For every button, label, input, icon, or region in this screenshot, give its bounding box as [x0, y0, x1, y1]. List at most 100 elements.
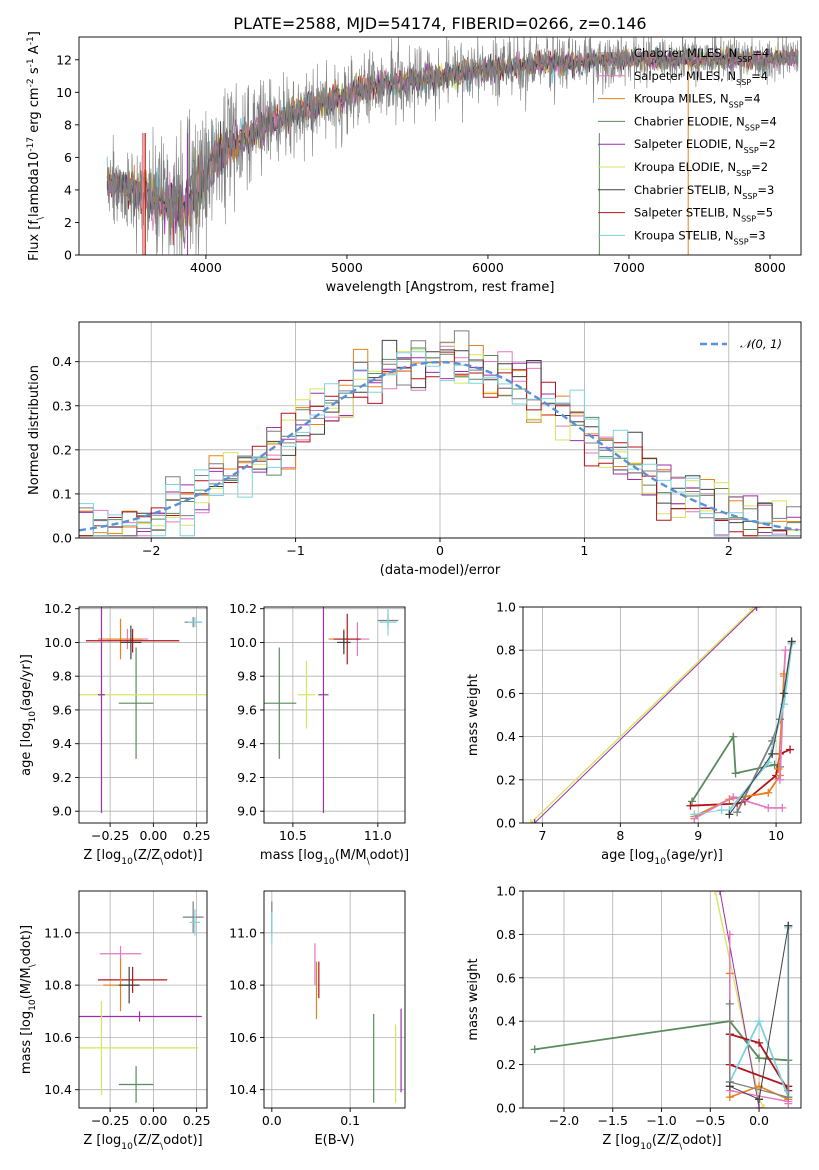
- y-tick-label: 0.0: [496, 1101, 516, 1116]
- y-tick-label: 9.8: [237, 669, 257, 684]
- weight-line: [693, 774, 781, 818]
- y-tick-label: 0.4: [496, 1014, 516, 1029]
- y-tick-label: 0.2: [496, 1057, 516, 1072]
- weight-line: [736, 641, 793, 813]
- weight-marker: [711, 891, 720, 895]
- weight-marker: [731, 769, 740, 778]
- y-tick-label: 10.6: [44, 1030, 72, 1045]
- x-tick-label: 0.0: [262, 1113, 282, 1128]
- weight-marker: [755, 1104, 764, 1108]
- x-axis-label: Z [log10(Z/Z\odot)]: [83, 848, 202, 867]
- y-tick-label: 1.0: [496, 600, 516, 615]
- residual-histogram-8: [79, 351, 801, 537]
- y-tick-label: 10: [56, 85, 72, 100]
- weight-marker: [764, 803, 773, 812]
- axes-frame: [522, 606, 802, 824]
- plot-area: [264, 607, 399, 813]
- y-tick-label: 0.6: [496, 686, 516, 701]
- legend-entry: Kroupa ELODIE, NSSP=2: [634, 160, 768, 178]
- x-axis-label: (data-model)/error: [380, 563, 501, 578]
- weight-marker: [775, 775, 784, 784]
- plot-area: [79, 901, 204, 1103]
- axes-frame: [78, 36, 802, 256]
- x-tick-label: −2.0: [549, 1113, 579, 1128]
- x-tick-label: 10.5: [279, 828, 307, 843]
- x-tick-label: −0.25: [91, 1113, 129, 1128]
- axes-frame: [78, 606, 208, 824]
- y-tick-label: 10.2: [229, 601, 257, 616]
- weight-marker: [784, 921, 793, 930]
- spectrum-panel: 4000 5000 6000 7000 8000 0 2 4 6 8 10 12 wavelength …: [26, 31, 802, 295]
- axes-frame: [522, 890, 802, 1109]
- axes-frame: [263, 890, 406, 1109]
- x-tick-label: 10: [768, 828, 784, 843]
- y-tick-label: 9.2: [237, 770, 257, 785]
- y-tick-label: 0.6: [496, 970, 516, 985]
- weight-marker: [717, 806, 726, 815]
- x-axis-label: Z [log10(Z/Z\odot)]: [602, 1133, 721, 1152]
- x-tick-label: 7000: [613, 260, 645, 275]
- x-axis-label: E(B-V): [314, 1133, 354, 1148]
- x-tick-label: 0: [436, 543, 444, 558]
- x-axis-label: age [log10(age/yr)]: [601, 848, 723, 867]
- weight-marker: [752, 607, 761, 611]
- y-tick-label: 10.4: [44, 1082, 72, 1097]
- weight-marker: [786, 745, 795, 754]
- legend-entry: Chabrier STELIB, NSSP=3: [634, 183, 774, 201]
- y-tick-label: 9.8: [52, 669, 72, 684]
- plot-area: [530, 891, 793, 1108]
- y-axis-label: Flux [f\lambda10-17 erg cm-2 s-1 A-1]: [26, 31, 46, 261]
- weight-marker: [755, 1038, 764, 1047]
- y-tick-label: 6: [64, 150, 72, 165]
- weight-marker: [526, 819, 535, 823]
- x-tick-label: −1: [286, 543, 304, 558]
- x-tick-label: 8: [616, 828, 624, 843]
- x-tick-label: −1.5: [598, 1113, 628, 1128]
- x-tick-label: −2: [142, 543, 160, 558]
- weight-marker: [729, 732, 738, 741]
- x-tick-label: 9: [694, 828, 702, 843]
- weight-marker: [778, 803, 787, 812]
- x-tick-label: 0.25: [183, 1113, 211, 1128]
- y-axis-label: mass weight: [466, 674, 481, 756]
- weight-marker: [759, 1104, 768, 1108]
- plot-area: [526, 607, 796, 823]
- x-tick-label: −1.0: [646, 1113, 676, 1128]
- x-tick-label: 0.25: [183, 828, 211, 843]
- weight-marker: [725, 810, 734, 819]
- weight-marker: [774, 765, 783, 773]
- legend-entry: Chabrier ELODIE, NSSP=4: [634, 114, 777, 131]
- y-tick-label: 11.0: [229, 925, 257, 940]
- weight-line: [728, 641, 793, 815]
- weight-marker: [725, 1082, 734, 1091]
- y-tick-label: 0.0: [52, 531, 72, 546]
- x-axis-label: wavelength [Angstrom, rest frame]: [326, 280, 555, 295]
- y-tick-label: 0.2: [52, 442, 72, 457]
- x-tick-label: 6000: [472, 260, 504, 275]
- x-tick-label: 8000: [754, 260, 786, 275]
- y-tick-label: 0.8: [496, 927, 516, 942]
- weight-line: [729, 925, 789, 1098]
- legend-entry: Kroupa STELIB, NSSP=3: [634, 228, 766, 246]
- y-tick-label: 9.4: [52, 736, 72, 751]
- x-axis-label: mass [log10(M/M\odot)]: [260, 848, 409, 867]
- y-axis-label: mass [log10(M/M\odot)]: [19, 925, 38, 1074]
- weight-marker: [755, 1054, 764, 1063]
- figure-title: PLATE=2588, MJD=54174, FIBERID=0266, z=0…: [233, 14, 646, 33]
- y-tick-label: 10.6: [229, 1030, 257, 1045]
- y-tick-label: 9.0: [237, 804, 257, 819]
- y-tick-label: 0: [64, 248, 72, 263]
- x-tick-label: 7: [538, 828, 546, 843]
- y-tick-label: 0.1: [52, 486, 72, 501]
- weight-line: [719, 891, 760, 1108]
- y-tick-label: 10.4: [229, 1082, 257, 1097]
- weight-marker: [779, 689, 788, 698]
- y-axis-label: age [log10(age/yr)]: [19, 654, 38, 776]
- legend-entry: Salpeter STELIB, NSSP=5: [634, 206, 773, 224]
- y-tick-label: 9.0: [52, 804, 72, 819]
- mass-vs-EBV-panel: 0.0 0.1 10.4 10.6 10.8 11.0 E(B-V): [229, 890, 406, 1148]
- y-tick-label: 0.3: [52, 398, 72, 413]
- normal-curve: [79, 360, 799, 532]
- weight-marker: [729, 793, 738, 802]
- plot-area: [79, 330, 801, 537]
